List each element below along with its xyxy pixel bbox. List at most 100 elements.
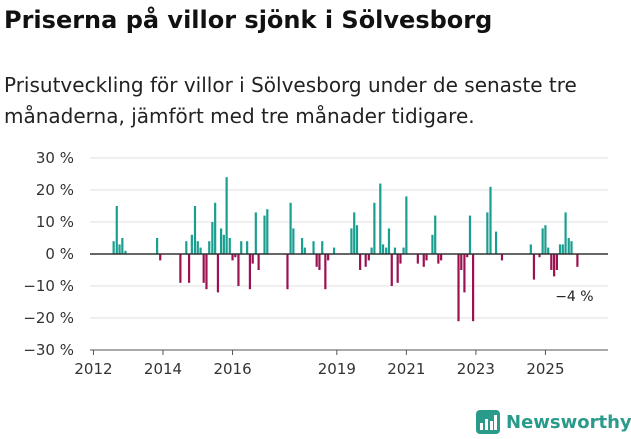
bar — [576, 254, 579, 267]
bar — [315, 254, 318, 267]
bar — [222, 234, 225, 254]
bar — [558, 244, 562, 254]
bar — [205, 254, 208, 290]
bar — [541, 228, 544, 254]
chart-subtitle: Prisutveckling för villor i Sölvesborg u… — [4, 73, 577, 128]
bar — [321, 241, 324, 254]
bar — [416, 254, 419, 264]
bar — [466, 254, 469, 258]
bar — [570, 241, 573, 254]
bar — [440, 254, 443, 261]
bar — [359, 254, 362, 270]
bar — [457, 254, 460, 322]
x-tick-label: 2016 — [213, 360, 251, 378]
bar — [190, 234, 193, 254]
bar — [367, 254, 370, 261]
y-tick-label: −20 % — [23, 309, 74, 327]
bar — [202, 254, 205, 283]
bar — [208, 241, 211, 254]
bar — [324, 254, 327, 290]
y-tick-label: 10 % — [36, 213, 74, 231]
axes — [90, 253, 608, 355]
bar — [553, 254, 556, 277]
bar — [500, 254, 504, 261]
bar — [312, 241, 315, 254]
bar — [193, 206, 197, 254]
y-axis-labels: 30 % 20 % 10 % 0 % −10 % −20 % −30 % — [23, 149, 74, 359]
bar — [159, 254, 162, 261]
bar — [300, 238, 304, 254]
bar — [437, 254, 440, 264]
bar — [425, 254, 428, 261]
bar — [251, 254, 254, 264]
bar — [263, 215, 266, 254]
bar — [550, 254, 553, 270]
bar — [399, 254, 402, 264]
newsworthy-logo: Newsworthy — [476, 408, 631, 436]
bar — [463, 254, 466, 293]
bar — [373, 202, 376, 254]
bar — [225, 177, 228, 254]
bar — [124, 250, 127, 254]
x-tick-label: 2012 — [74, 360, 112, 378]
bar — [460, 254, 463, 270]
bar — [532, 254, 536, 280]
bar — [112, 241, 115, 254]
bar — [118, 244, 121, 254]
y-tick-label: −10 % — [23, 277, 74, 295]
bar — [231, 254, 234, 261]
x-tick-label: 2023 — [457, 360, 495, 378]
bar — [468, 215, 472, 254]
bar — [185, 241, 188, 254]
x-axis-labels: 2012 2014 2016 2019 2021 2023 2025 — [74, 360, 564, 378]
bar — [187, 254, 191, 283]
bar — [199, 247, 202, 254]
bar — [381, 244, 385, 254]
bar — [121, 238, 124, 254]
bar — [240, 241, 243, 254]
newsworthy-logo-icon — [476, 410, 500, 434]
bar — [246, 241, 249, 254]
bar — [396, 254, 399, 283]
x-tick-label: 2021 — [387, 360, 425, 378]
brand-name: Newsworthy — [506, 411, 631, 433]
annotations: −4 % — [555, 289, 593, 305]
y-tick-label: 30 % — [36, 149, 74, 167]
bar — [214, 202, 217, 254]
x-tick-label: 2014 — [144, 360, 182, 378]
bar — [254, 212, 257, 254]
bar — [327, 254, 330, 261]
chart-title: Priserna på villor sjönk i Sölvesborg — [4, 6, 493, 34]
bars — [112, 177, 579, 322]
bar — [332, 247, 336, 254]
bar — [544, 225, 547, 254]
bar — [355, 225, 359, 254]
bar — [489, 186, 492, 254]
bar — [266, 209, 269, 254]
bar — [257, 254, 260, 270]
bar — [318, 254, 321, 270]
bar — [370, 247, 373, 254]
bar — [179, 254, 182, 283]
bar — [547, 247, 550, 254]
bar — [219, 228, 223, 254]
value-annotation: −4 % — [555, 289, 593, 305]
bar — [387, 228, 391, 254]
x-tick-label: 2025 — [526, 360, 564, 378]
bar — [196, 241, 199, 254]
bar — [538, 254, 541, 258]
y-tick-label: −30 % — [23, 341, 74, 359]
bar — [228, 238, 231, 254]
bar — [248, 254, 252, 290]
bar — [379, 183, 382, 254]
bar — [431, 234, 434, 254]
bar — [486, 212, 489, 254]
bar — [555, 254, 558, 270]
bar — [434, 215, 437, 254]
bar — [561, 244, 564, 254]
bar — [422, 254, 425, 267]
y-tick-label: 20 % — [36, 181, 74, 199]
bar — [405, 196, 408, 254]
bar — [385, 247, 388, 254]
